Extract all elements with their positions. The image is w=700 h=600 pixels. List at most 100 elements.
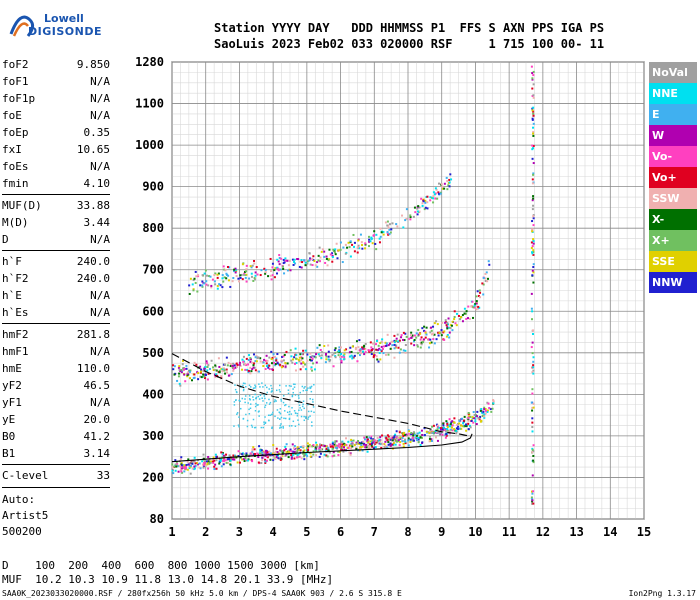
echo-point (397, 439, 400, 442)
echo-point (183, 464, 186, 467)
echo-point (263, 358, 266, 361)
echo-point (214, 272, 217, 275)
echo-point (393, 343, 396, 346)
echo-point (311, 257, 314, 260)
echo-point (432, 332, 435, 335)
echo-point (346, 246, 349, 249)
echo-point (433, 193, 436, 196)
echo-point (378, 241, 381, 244)
echo-point (275, 400, 277, 402)
echo-point (243, 272, 246, 275)
echo-point (212, 461, 215, 464)
echo-point (270, 391, 273, 393)
echo-point (259, 450, 262, 453)
logo-line2: DIGISONDE (28, 25, 102, 38)
echo-point (202, 453, 205, 456)
echo-point (300, 259, 303, 262)
echo-point (319, 446, 322, 449)
echo-point (337, 450, 340, 453)
echo-point (457, 314, 460, 317)
echo-point (353, 443, 356, 446)
echo-point (199, 284, 202, 287)
echo-point (356, 251, 359, 254)
echo-point (207, 284, 210, 287)
echo-point (345, 437, 348, 440)
echo-point (177, 470, 180, 473)
echo-point (239, 452, 242, 455)
echo-point (399, 436, 402, 439)
echo-point (447, 323, 450, 326)
echo-point (246, 459, 249, 462)
echo-point (453, 310, 456, 313)
echo-point (234, 366, 237, 369)
echo-point (461, 320, 464, 323)
echo-point (380, 349, 383, 352)
echo-point (423, 434, 426, 437)
echo-point (298, 409, 300, 412)
echo-point (225, 368, 228, 371)
echo-point (257, 395, 260, 398)
echo-point (386, 333, 389, 336)
echo-point (437, 192, 440, 195)
echo-point (307, 410, 310, 413)
echo-point (216, 287, 219, 290)
echo-point (290, 355, 293, 358)
echo-point (302, 400, 305, 402)
echo-point (211, 366, 214, 369)
echo-point (261, 397, 263, 399)
echo-point (471, 417, 474, 420)
echo-point (358, 354, 361, 357)
echo-point (310, 356, 313, 359)
echo-point (249, 403, 252, 405)
echo-point (248, 277, 251, 280)
param-row-fof1: foF1 N/A (2, 73, 110, 90)
echo-point (194, 464, 197, 467)
echo-point (278, 411, 281, 414)
echo-point (379, 358, 382, 361)
echo-point (306, 442, 309, 445)
echo-point (172, 364, 175, 367)
echo-point (367, 441, 370, 444)
echo-point (188, 464, 191, 467)
echo-point (277, 457, 280, 460)
echo-point (430, 326, 433, 329)
echo-point (320, 250, 323, 253)
echo-point (376, 436, 379, 439)
echo-point (363, 436, 366, 439)
echo-point (244, 362, 247, 365)
echo-point (492, 399, 495, 402)
legend-item-noval: NoVal (649, 62, 697, 83)
echo-point (225, 356, 228, 359)
echo-point (386, 439, 389, 442)
echo-point (299, 391, 301, 394)
echo-point (264, 416, 266, 418)
echo-point (264, 384, 267, 387)
echo-point (387, 233, 390, 236)
echo-point (530, 346, 533, 349)
echo-point (420, 336, 423, 339)
echo-point (405, 217, 408, 220)
echo-point (224, 269, 227, 272)
echo-point (483, 413, 486, 416)
echo-point (532, 461, 535, 464)
echo-point (261, 451, 264, 454)
echo-point (391, 439, 394, 442)
echo-point (476, 415, 479, 418)
echo-point (223, 276, 226, 279)
echo-point (232, 454, 235, 457)
echo-point (199, 371, 202, 374)
echo-point (214, 364, 217, 367)
echo-point (436, 323, 439, 326)
echo-point (423, 427, 426, 430)
echo-point (195, 275, 198, 278)
echo-point (448, 430, 451, 433)
echo-point (279, 384, 281, 387)
echo-point (254, 385, 257, 388)
echo-point (238, 461, 241, 464)
echo-point (280, 423, 282, 425)
param-row-fof1p: foF1p N/A (2, 90, 110, 107)
echo-point (284, 259, 287, 262)
echo-point (241, 397, 244, 400)
echo-point (244, 382, 246, 385)
echo-point (391, 435, 394, 438)
